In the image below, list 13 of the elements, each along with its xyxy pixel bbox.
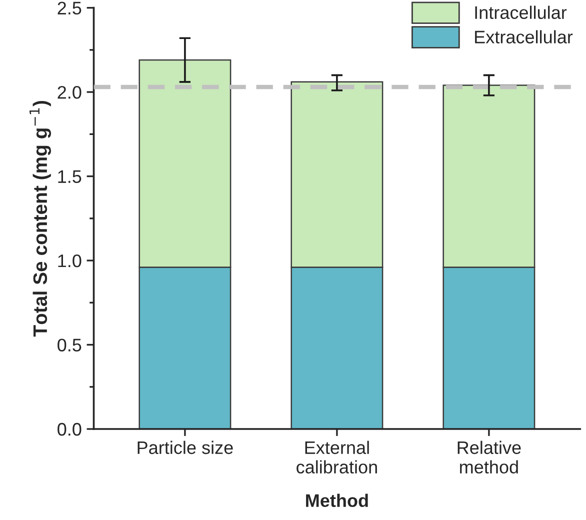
y-tick-label: 0.0 — [58, 422, 82, 436]
x-tick-label: Relative method — [458, 440, 521, 474]
x-axis-title: Method — [306, 494, 368, 508]
y-axis-title: Total Se content (mg g$^{−1}$) — [30, 100, 52, 337]
y-tick-label: 1.0 — [58, 254, 82, 268]
y-tick-label: 2.5 — [58, 2, 82, 15]
legend-label: Extracellular — [475, 30, 573, 44]
y-tick-label: 1.5 — [58, 170, 82, 183]
y-tick-label: 2.0 — [58, 86, 82, 99]
y-tick-label: 0.5 — [58, 338, 82, 352]
x-tick-label: Particle size — [138, 440, 233, 454]
x-tick-label: External calibration — [296, 440, 377, 474]
legend-label: Intracellular — [475, 6, 567, 19]
